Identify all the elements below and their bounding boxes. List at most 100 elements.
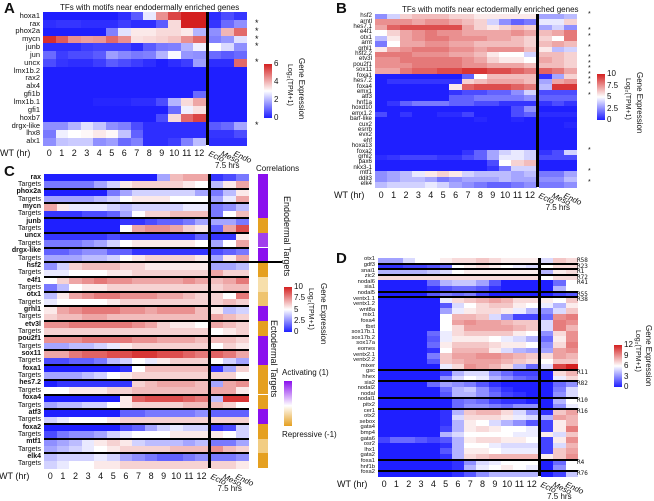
heatmap-cell: [81, 387, 95, 396]
heatmap-cell: [414, 386, 428, 393]
heatmap-cell: [94, 401, 108, 410]
heatmap-cell: [551, 73, 565, 80]
heatmap-cell: [464, 398, 477, 405]
heatmap-cell: [437, 133, 450, 140]
row-label: grhl1: [23, 305, 41, 313]
heatmap-cell: [375, 116, 388, 123]
row-label: atf3: [28, 408, 41, 416]
heatmap-cell: [130, 35, 144, 44]
heatmap-cell: [157, 357, 171, 366]
heatmap-cell: [390, 314, 404, 321]
heatmap-cell: [464, 442, 477, 449]
heatmap-cell: [402, 386, 416, 393]
heatmap-cell: [94, 269, 108, 278]
heatmap-cell: [223, 409, 237, 418]
significance-star: *: [588, 92, 591, 100]
row-label: otx1: [360, 33, 372, 41]
heatmap-cell: [144, 284, 158, 293]
heatmap-cell: [44, 254, 58, 263]
heatmap-cell: [488, 269, 502, 276]
heatmap-cell: [236, 247, 250, 256]
heatmap-cell: [157, 343, 171, 351]
heatmap-cell: [464, 347, 477, 354]
heatmap-cell: [525, 465, 539, 472]
heatmap-cell: [132, 306, 146, 315]
heatmap-cell: [210, 203, 224, 212]
heatmap-cell: [43, 19, 57, 29]
heatmap-cell: [486, 122, 500, 129]
heatmap-cell: [476, 454, 490, 461]
row-label: foxa2: [356, 147, 372, 155]
row-label: drgx-like: [11, 247, 41, 255]
heatmap-cell: [427, 258, 441, 265]
heatmap-cell: [94, 284, 108, 293]
heatmap-cell: [94, 203, 108, 212]
heatmap-cell: [424, 106, 438, 113]
heatmap-cell: [399, 24, 413, 31]
heatmap-cell: [195, 321, 209, 329]
heatmap-cell: [375, 176, 388, 183]
heatmap-cell: [424, 30, 438, 37]
heatmap-cell: [236, 306, 250, 315]
heatmap-cell: [511, 127, 525, 134]
heatmap-cell: [461, 41, 475, 48]
heatmap-cell: [119, 321, 133, 329]
heatmap-cell: [424, 51, 438, 58]
heatmap-cell: [170, 321, 184, 329]
heatmap-cell: [427, 280, 441, 287]
region-label: R10: [577, 397, 588, 404]
row-label: atf3: [361, 93, 372, 101]
heatmap-cell: [80, 129, 94, 139]
colorbar-tick-label: 9: [624, 350, 629, 360]
heatmap-cell: [210, 423, 224, 432]
heatmap-cell: [378, 347, 391, 354]
heatmap-cell: [378, 398, 391, 405]
heatmap-cell: [155, 12, 169, 21]
heatmap-cell: [93, 129, 107, 139]
heatmap-cell: [223, 321, 237, 329]
heatmap-cell: [390, 364, 404, 371]
heatmap-cell: [501, 286, 514, 293]
heatmap-cell: [132, 276, 146, 285]
heatmap-cell: [424, 24, 438, 31]
heatmap-cell: [105, 59, 119, 68]
heatmap-cell: [81, 372, 95, 381]
heatmap-cell: [44, 328, 58, 337]
heatmap-cell: [439, 409, 453, 416]
heatmap-cell: [511, 57, 525, 64]
heatmap-cell: [523, 35, 537, 42]
heatmap-cell: [236, 291, 250, 300]
heatmap-cell: [412, 89, 426, 96]
heatmap-cell: [107, 409, 121, 418]
heatmap-cell: [155, 43, 169, 52]
heatmap-cell: [511, 111, 525, 118]
heatmap-cell: [107, 438, 121, 447]
colorbar-tick-label: 2: [274, 95, 279, 104]
heatmap-cell: [132, 416, 146, 425]
heatmap-cell: [119, 343, 133, 351]
heatmap-cell: [182, 196, 196, 204]
heatmap-cell: [119, 431, 133, 440]
heatmap-cell: [81, 438, 95, 447]
heatmap-cell: [402, 459, 416, 466]
heatmap-cell: [513, 465, 527, 472]
heatmap-cell: [427, 386, 441, 393]
heatmap-cell: [474, 30, 488, 37]
heatmap-cell: [157, 394, 171, 403]
heatmap-cell: [539, 95, 553, 102]
heatmap-cell: [449, 138, 463, 145]
heatmap-cell: [81, 247, 95, 256]
heatmap-cell: [476, 375, 490, 382]
heatmap-cell: [486, 35, 500, 42]
heatmap-cell: [501, 269, 514, 276]
heatmap-cell: [375, 62, 388, 69]
colorbar-tick-label: 2.5: [607, 103, 619, 113]
heatmap-cell: [119, 247, 133, 256]
heatmap-cell: [387, 154, 401, 161]
heatmap-cell: [539, 84, 553, 91]
heatmap-cell: [144, 181, 158, 190]
heatmap-cell: [43, 137, 57, 147]
heatmap-cell: [221, 74, 235, 84]
heatmap-cell: [130, 90, 144, 99]
heatmap-cell: [94, 188, 108, 197]
